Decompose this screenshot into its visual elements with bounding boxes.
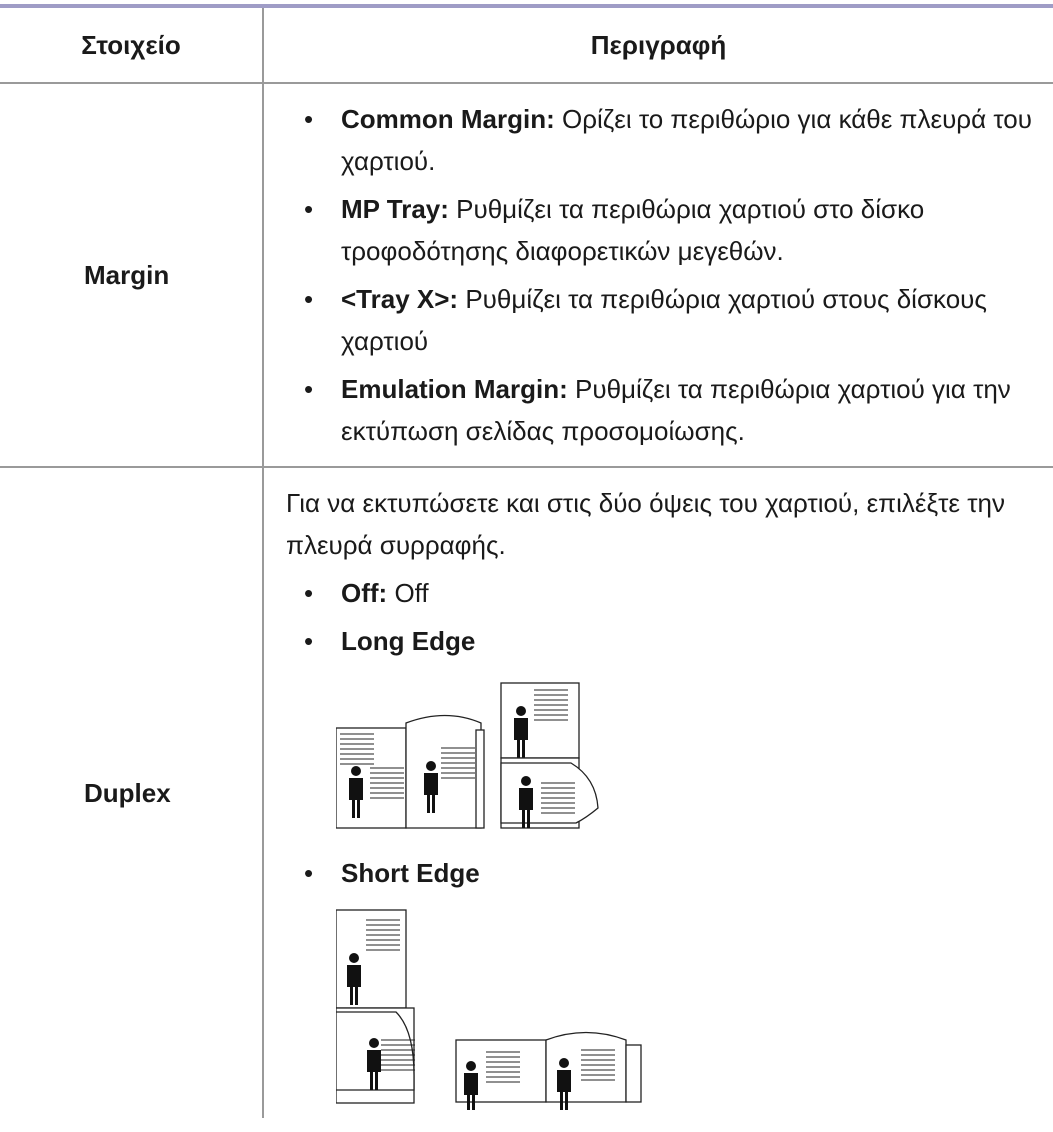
list-item: Common Margin: Ορίζει το περιθώριο για κ… — [286, 98, 1033, 182]
item-cell: Duplex — [84, 778, 171, 808]
description-cell: Common Margin: Ορίζει το περιθώριο για κ… — [262, 83, 1053, 468]
header-cell: Περιγραφή — [262, 4, 1053, 84]
list-item: MP Tray: Ρυθμίζει τα περιθώρια χαρτιού σ… — [286, 188, 1033, 272]
page: Στοιχείο Περιγραφή Margin Common Margin:… — [0, 4, 1053, 1132]
intro: Για να εκτυπώσετε και στις δύο όψεις του… — [286, 488, 1005, 560]
term: Off: — [341, 578, 388, 608]
description-cell: Για να εκτυπώσετε και στις δύο όψεις του… — [262, 467, 1053, 1118]
term: MP Tray: — [341, 194, 449, 224]
list-item: Short Edge — [286, 852, 1033, 894]
item-cell: Margin — [0, 83, 263, 468]
long-edge-illustration — [336, 682, 599, 829]
text: Off — [394, 578, 429, 608]
term: Common Margin: — [341, 104, 555, 134]
list-item: <Tray X>: Ρυθμίζει τα περιθώρια χαρτιού … — [286, 278, 1033, 362]
term: <Tray X>: — [341, 284, 459, 314]
header-row: Στοιχείο Περιγραφή — [0, 4, 1053, 84]
text: Ορίζει το περιθώριο για κάθε πλευρά του … — [341, 104, 1032, 176]
short-edge-illustration — [336, 909, 642, 1110]
term: Short Edge — [341, 858, 480, 888]
settings-table: Στοιχείο Περιγραφή Margin Common Margin:… — [0, 4, 1053, 1118]
list-item: Emulation Margin: Ρυθμίζει τα περιθώρια … — [286, 368, 1033, 452]
header-cell: Στοιχείο — [0, 4, 263, 84]
list-item: Long Edge — [286, 620, 1033, 662]
text: Ρυθμίζει τα περιθώρια χαρτιού στους δίσκ… — [341, 284, 987, 356]
text: Ρυθμίζει τα περιθώρια χαρτιού στο δίσκο … — [341, 194, 925, 266]
row: Margin Common Margin: Ορίζει το περιθώρι… — [0, 83, 1053, 468]
text: Ρυθμίζει τα περιθώρια χαρτιού για την εκ… — [341, 374, 1011, 446]
row: Duplex Για να εκτυπώσετε και στις δύο όψ… — [0, 467, 1053, 1118]
term: Emulation Margin: — [341, 374, 568, 404]
list-item: Off: Off — [286, 572, 1033, 614]
term: Long Edge — [341, 626, 476, 656]
